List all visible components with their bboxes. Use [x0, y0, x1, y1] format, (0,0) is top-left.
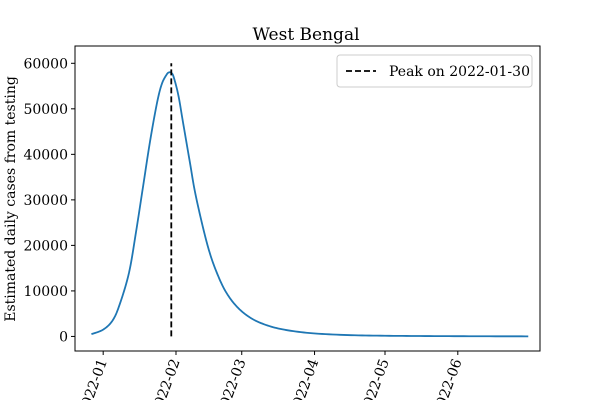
y-tick-label-2: 20000 — [23, 238, 68, 254]
chart-title: West Bengal — [252, 25, 359, 45]
y-tick-label-1: 10000 — [23, 284, 68, 300]
series-line-0 — [91, 71, 529, 338]
y-tick-label-6: 60000 — [23, 56, 68, 72]
legend-box — [336, 54, 533, 88]
y-tick-label-3: 30000 — [23, 193, 68, 209]
plot-frame — [74, 45, 541, 352]
legend-peak-label: Peak on 2022-01-30 — [389, 64, 530, 80]
y-tick-label-5: 50000 — [23, 102, 68, 118]
y-tick-label-0: 0 — [59, 329, 68, 345]
y-tick-label-4: 40000 — [23, 147, 68, 163]
y-axis-label: Estimated daily cases from testing — [3, 76, 19, 322]
